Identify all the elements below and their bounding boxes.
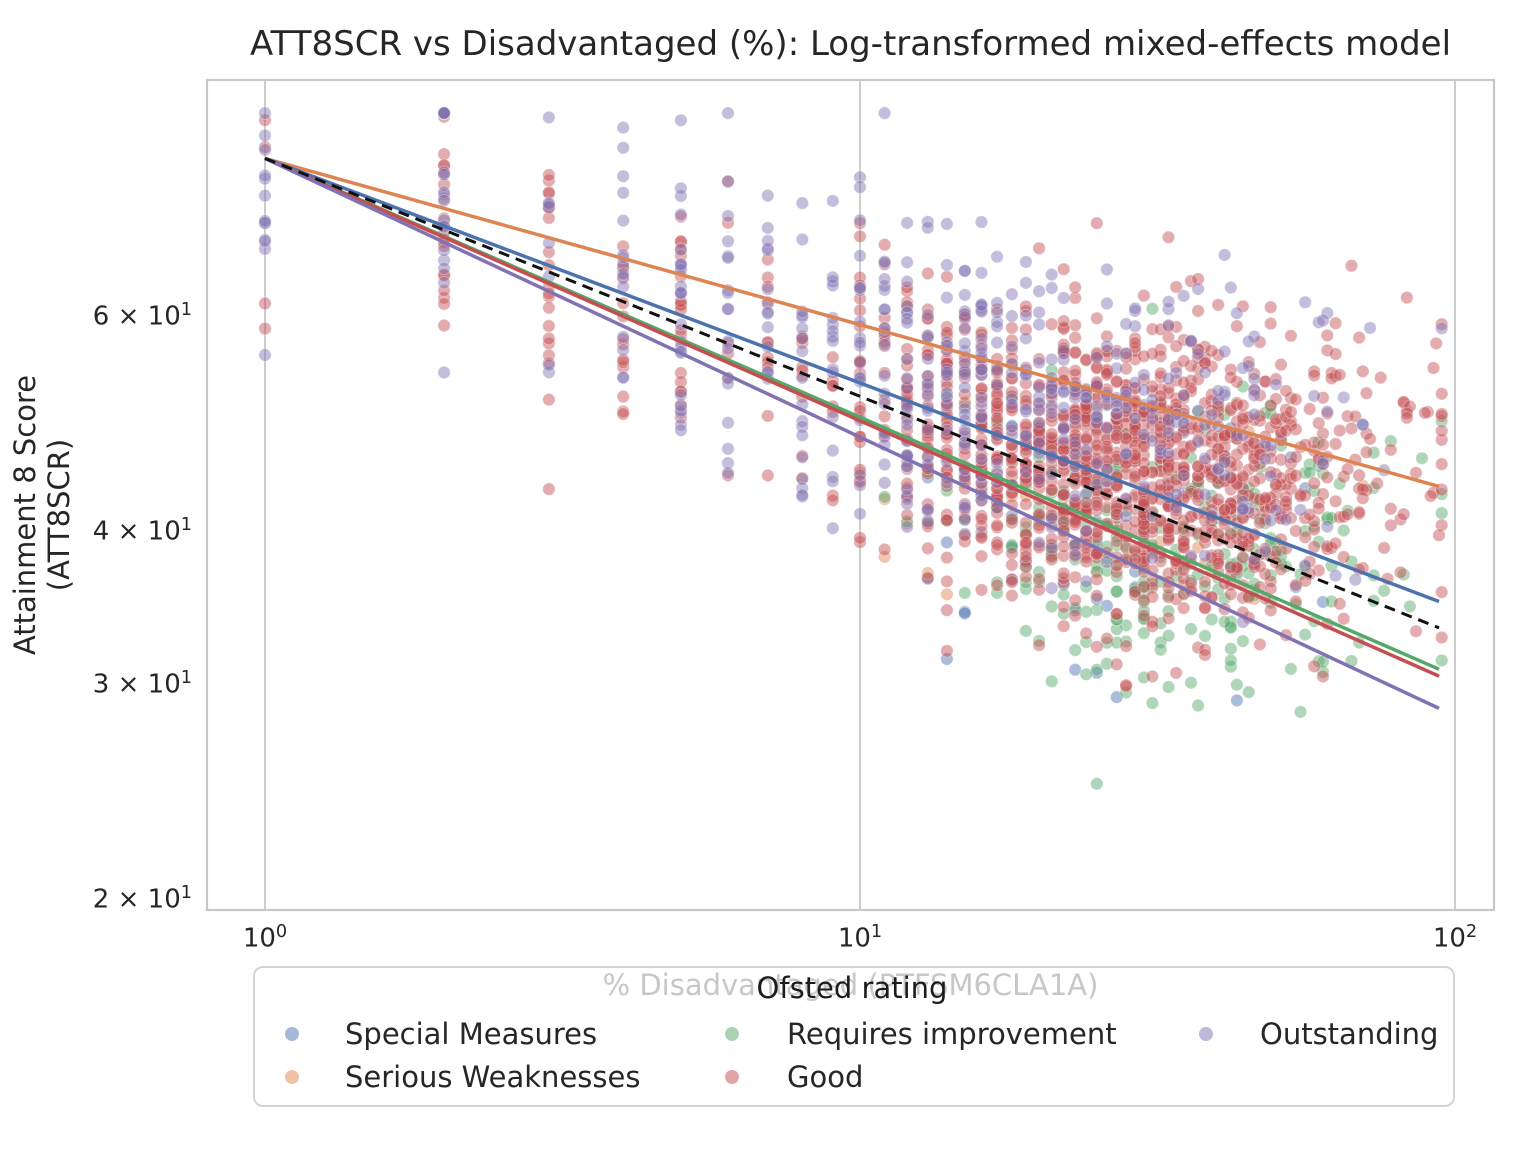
scatter-series-outstanding (258, 106, 1449, 629)
y-tick-label: 3 × 101 (92, 667, 192, 700)
chart-title: ATT8SCR vs Disadvantaged (%): Log-transf… (249, 24, 1452, 64)
legend-label-requires-improvement: Requires improvement (787, 1017, 1117, 1051)
legend-label-good: Good (787, 1060, 864, 1094)
trend-line-overall_fixed_effect (264, 156, 1440, 630)
legend-marker-special-measures (285, 1027, 299, 1041)
legend-label-serious-weaknesses: Serious Weaknesses (345, 1060, 641, 1094)
trend-lines (264, 156, 1440, 710)
x-tick-label: 101 (837, 922, 883, 954)
legend-marker-serious-weaknesses (285, 1070, 299, 1084)
x-tick-label: 100 (242, 922, 288, 954)
legend-box (253, 966, 1455, 1107)
trend-line-special_measures (264, 156, 1440, 604)
y-tick-label: 2 × 101 (92, 883, 192, 915)
x-axis-label: % Disadvantaged (PTFSM6CLA1A) (602, 968, 1099, 1002)
legend-title: Ofsted rating (756, 971, 948, 1005)
trend-line-outstanding (264, 156, 1440, 710)
legend-label-special-measures: Special Measures (345, 1017, 598, 1051)
legend-marker-outstanding (1199, 1027, 1213, 1041)
y-tick-label: 4 × 101 (92, 515, 192, 547)
trend-line-good (264, 156, 1440, 678)
y-tick-label: 6 × 101 (92, 300, 192, 332)
legend-marker-requires-improvement (725, 1027, 739, 1041)
legend-label-outstanding: Outstanding (1260, 1017, 1439, 1051)
scatter-points (258, 106, 1449, 791)
scatter-series-requires_improvement (877, 302, 1449, 791)
plot-border (205, 78, 1496, 912)
scatter-series-good (258, 106, 1449, 694)
trend-line-serious_weaknesses (264, 156, 1440, 489)
legend-marker-good (725, 1070, 739, 1084)
gridlines (264, 80, 1456, 910)
x-tick-label: 102 (1432, 922, 1478, 954)
